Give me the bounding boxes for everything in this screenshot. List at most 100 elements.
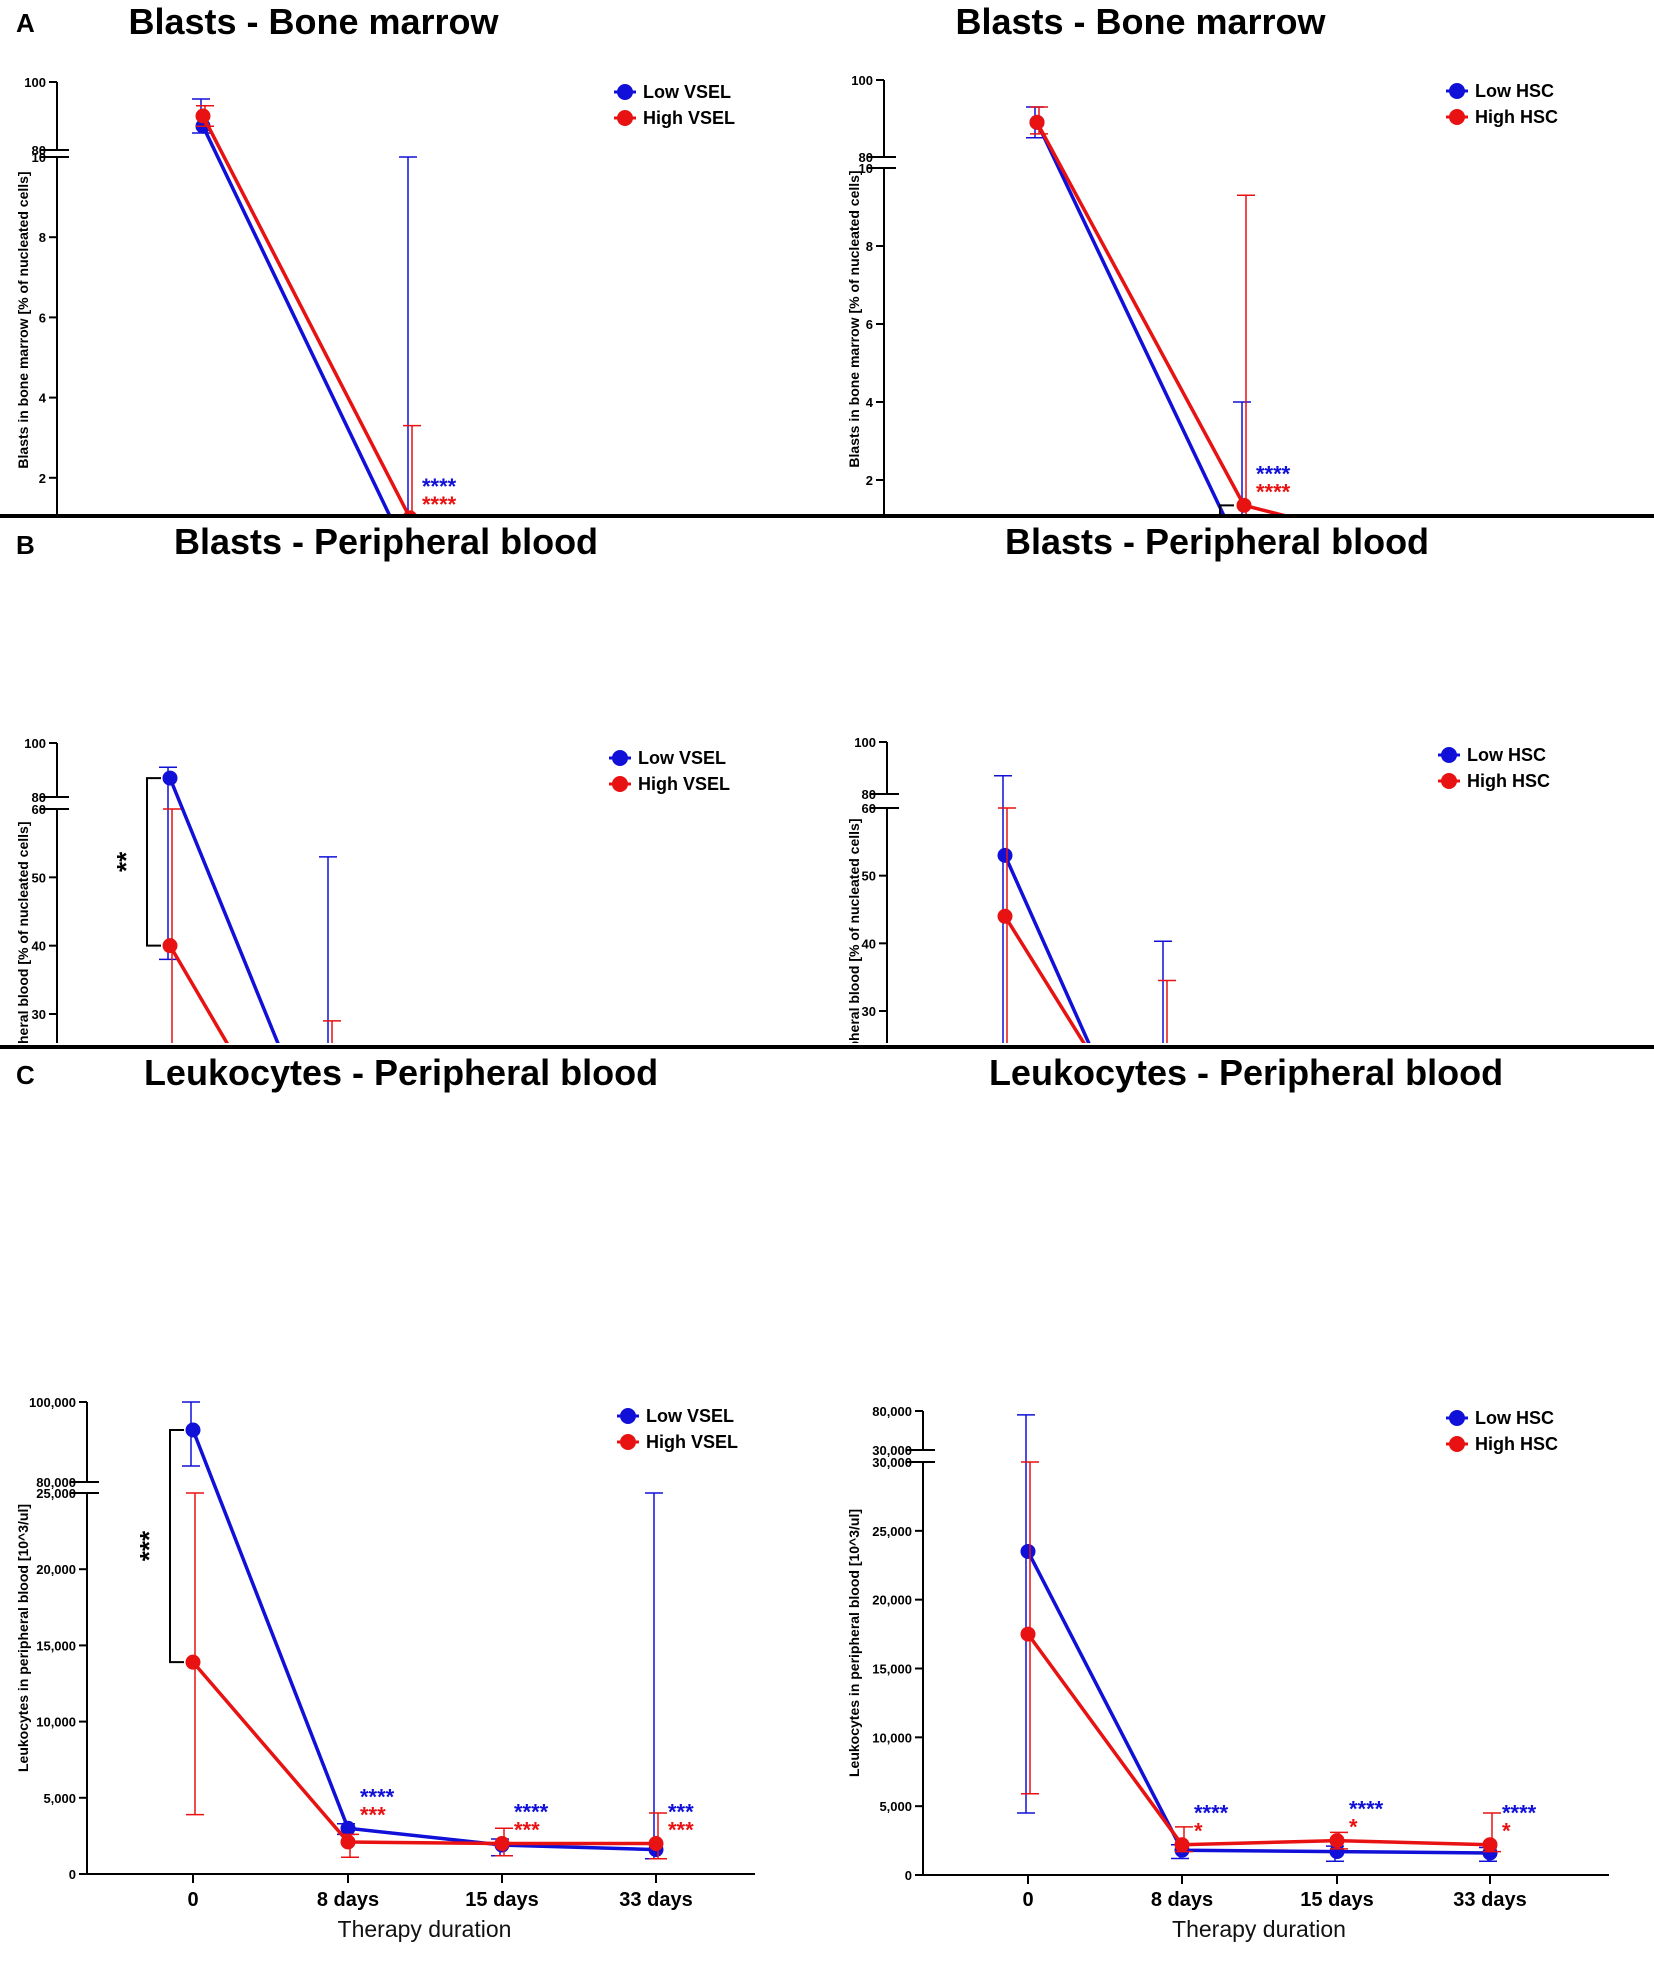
significance-marker: **** — [1194, 1801, 1229, 1826]
significance-marker: **** — [422, 492, 457, 514]
series-line — [1026, 1550, 1491, 1855]
comparison-bracket — [169, 1429, 184, 1664]
series-line — [168, 777, 280, 1043]
significance-marker: **** — [1256, 461, 1291, 486]
comparison-bracket — [146, 777, 161, 947]
legend-label: Low HSC — [1475, 81, 1554, 101]
significance-marker: **** — [514, 1800, 549, 1825]
significance-marker: * — [1502, 1819, 1511, 1844]
data-point — [997, 908, 1013, 924]
y-tick-label: 100 — [854, 735, 876, 750]
x-tick-label: 8 days — [1151, 1889, 1213, 1911]
legend-label: Low HSC — [1467, 745, 1546, 765]
data-point — [648, 1836, 664, 1852]
y-tick-label: 20,000 — [872, 1593, 912, 1608]
y-tick-label: 60 — [862, 801, 876, 816]
y-tick-label: 10,000 — [872, 1730, 912, 1745]
x-tick-label: 0 — [187, 1889, 198, 1911]
x-axis-label: Therapy duration — [338, 1916, 512, 1942]
y-tick-label: 80 — [859, 150, 873, 165]
y-tick-label: 40 — [862, 936, 876, 951]
series-line — [1035, 121, 1286, 514]
chart-title: Blasts - Bone marrow — [955, 1, 1326, 42]
y-tick-label: 2 — [866, 473, 873, 488]
chart-blasts-peripheral-blood-vsel: Blasts - Peripheral blood010203040506080… — [15, 521, 730, 1043]
y-tick-label: 30,000 — [872, 1455, 912, 1470]
x-tick-label: 33 days — [619, 1889, 692, 1911]
y-tick-label: 4 — [866, 395, 874, 410]
significance-marker: **** — [1349, 1797, 1384, 1822]
chart-blasts-peripheral-blood-hsc: Blasts - Peripheral blood010203040506080… — [846, 521, 1550, 1043]
y-tick-label: 15,000 — [36, 1638, 76, 1653]
y-tick-label: 50 — [32, 870, 46, 885]
y-axis-label: Blasts in peripheral blood [% of nucleat… — [15, 822, 31, 1043]
panel-separator — [0, 1045, 1654, 1049]
y-tick-label: 2 — [39, 471, 46, 486]
data-point — [340, 1820, 356, 1836]
chart-title: Blasts - Bone marrow — [128, 1, 499, 42]
chart-title: Blasts - Peripheral blood — [1005, 521, 1429, 562]
legend-label: Low VSEL — [638, 748, 726, 768]
data-point — [1020, 1626, 1036, 1642]
y-tick-label: 0 — [905, 1868, 912, 1883]
y-tick-label: 50 — [862, 869, 876, 884]
series-line — [191, 1661, 656, 1846]
data-point — [162, 938, 178, 954]
y-tick-label: 100 — [24, 736, 46, 751]
data-point — [185, 1654, 201, 1670]
significance-marker: *** — [668, 1800, 694, 1825]
y-axis-label: Leukocytes in peripheral blood [10^3/ul] — [846, 1509, 862, 1777]
legend-label: Low VSEL — [643, 82, 731, 102]
x-tick-label: 0 — [1022, 1889, 1033, 1911]
legend-label: High VSEL — [643, 108, 735, 128]
legend-label: Low VSEL — [646, 1406, 734, 1426]
significance-marker: **** — [360, 1784, 395, 1809]
y-tick-label: 5,000 — [43, 1791, 76, 1806]
series-line — [201, 115, 410, 514]
panel-separator — [0, 514, 1654, 518]
significance-marker: **** — [1502, 1801, 1537, 1826]
legend-label: Low HSC — [1475, 1408, 1554, 1428]
x-axis-label: Therapy duration — [1172, 1916, 1346, 1942]
series-line — [1003, 854, 1091, 1043]
comparison-label: *** — [134, 1530, 164, 1561]
y-tick-label: 10 — [859, 161, 873, 176]
y-tick-label: 60 — [32, 802, 46, 817]
series-line — [168, 944, 230, 1043]
legend-label: High VSEL — [646, 1432, 738, 1452]
significance-marker: **** — [422, 474, 457, 499]
x-tick-label: 15 days — [1300, 1889, 1373, 1911]
data-point — [340, 1834, 356, 1850]
chart-leukocytes-peripheral-blood-vsel: Leukocytes - Peripheral blood 0 5,000 10,00… — [15, 1052, 755, 1942]
y-tick-label: 0 — [69, 1867, 76, 1882]
y-tick-label: 10 — [32, 150, 46, 165]
chart-blasts-bone-marrow-hsc: Blasts - Bone marrow024681080100Blasts i… — [846, 1, 1558, 514]
legend-label: High HSC — [1475, 107, 1558, 127]
y-tick-label: 5,000 — [879, 1799, 912, 1814]
data-point — [1482, 1837, 1498, 1853]
y-tick-label: 10,000 — [36, 1715, 76, 1730]
y-tick-label: 25,000 — [872, 1524, 912, 1539]
y-tick-label: 4 — [39, 391, 47, 406]
y-axis-label: Blasts in peripheral blood [% of nucleat… — [846, 819, 862, 1043]
significance-marker: * — [1349, 1815, 1358, 1840]
y-tick-label: 30 — [862, 1004, 876, 1019]
series-line — [1003, 915, 1086, 1043]
series-line — [1035, 121, 1226, 514]
y-tick-label: 15,000 — [872, 1662, 912, 1677]
y-tick-label: 30,000 — [872, 1443, 912, 1458]
y-tick-label: 80 — [862, 787, 876, 802]
y-tick-label: 8 — [866, 239, 873, 254]
y-tick-label: 20,000 — [36, 1562, 76, 1577]
chart-title: Blasts - Peripheral blood — [174, 521, 598, 562]
series-line — [191, 1429, 657, 1852]
y-tick-label: 80 — [32, 790, 46, 805]
significance-marker: **** — [1256, 479, 1291, 504]
data-point — [997, 847, 1013, 863]
data-point — [1029, 114, 1045, 130]
y-tick-label: 100,000 — [29, 1395, 76, 1410]
data-point — [1236, 497, 1252, 513]
legend-label: High HSC — [1475, 1434, 1558, 1454]
data-point — [185, 1422, 201, 1438]
